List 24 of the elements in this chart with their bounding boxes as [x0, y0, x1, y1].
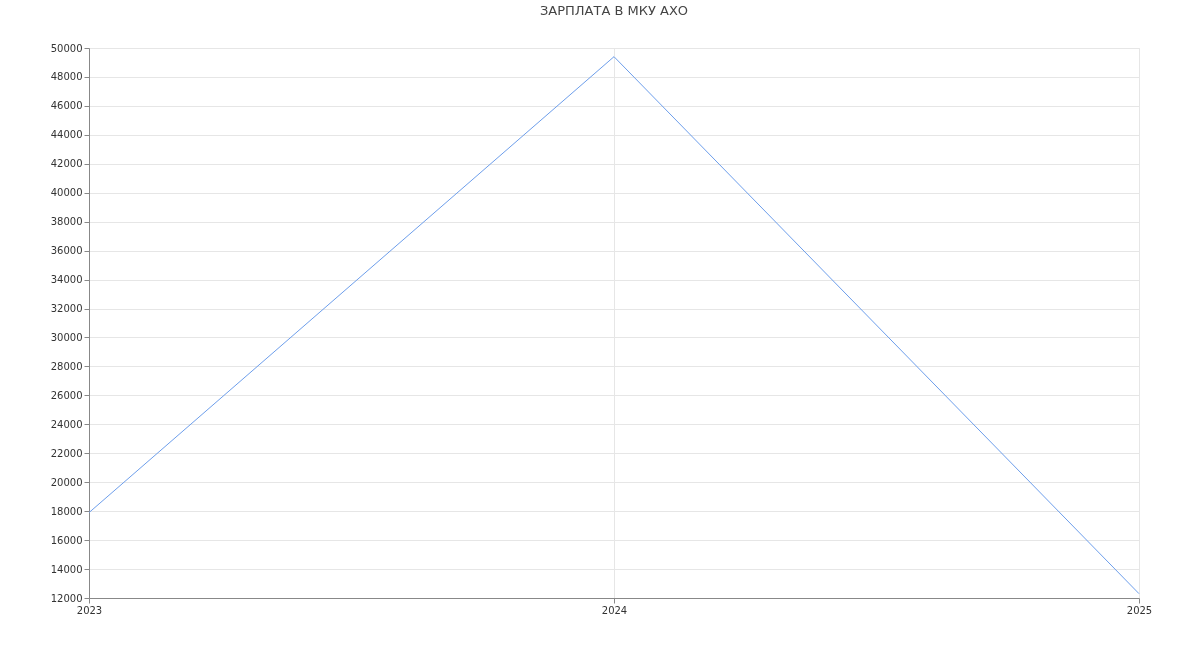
chart-title: ЗАРПЛАТА В МКУ АХО [539, 3, 689, 18]
y-tick-label: 38000 [50, 216, 83, 228]
y-tick-label: 34000 [50, 274, 83, 286]
y-tick-label: 48000 [50, 71, 83, 83]
y-tick-label: 16000 [50, 534, 83, 546]
y-tick-label: 50000 [50, 42, 83, 54]
y-tick-label: 42000 [50, 158, 83, 170]
y-tick-label: 40000 [50, 187, 83, 199]
y-tick-label: 44000 [50, 129, 83, 141]
x-tick-label: 2025 [1126, 604, 1153, 616]
y-tick-label: 32000 [50, 303, 83, 315]
y-tick-label: 12000 [50, 592, 83, 604]
x-tick-label: 2024 [601, 604, 628, 616]
y-tick-label: 24000 [50, 418, 83, 430]
y-tick-label: 20000 [50, 476, 83, 488]
y-tick-label: 46000 [50, 100, 83, 112]
y-tick-label: 22000 [50, 447, 83, 459]
y-tick-label: 14000 [50, 563, 83, 575]
x-tick-label: 2023 [76, 604, 103, 616]
y-tick-label: 28000 [50, 360, 83, 372]
y-tick-label: 36000 [50, 245, 83, 257]
y-tick-label: 18000 [50, 505, 83, 517]
y-tick-label: 26000 [50, 389, 83, 401]
y-tick-label: 30000 [50, 331, 83, 343]
